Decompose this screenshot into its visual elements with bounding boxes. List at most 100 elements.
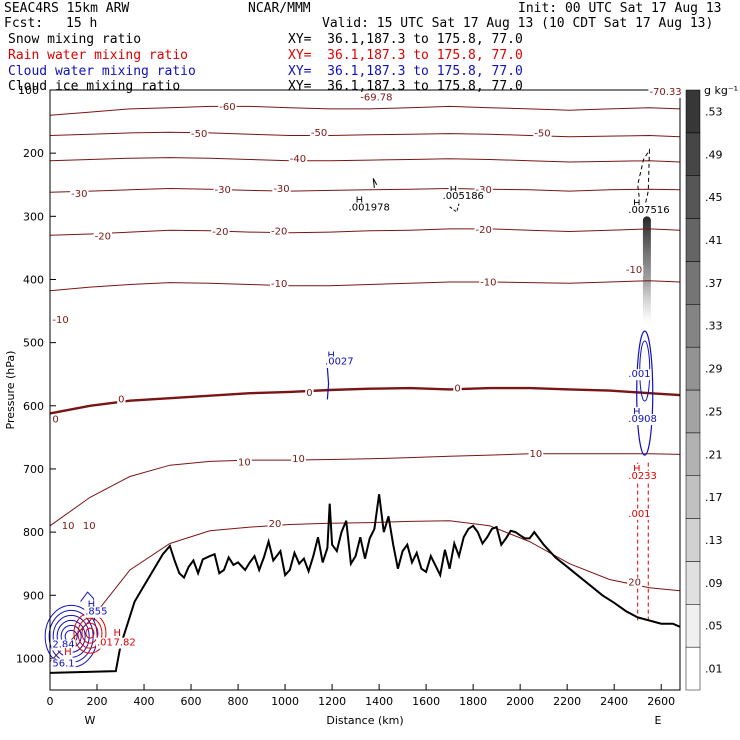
temperature-contour bbox=[49, 453, 681, 527]
y-tick-label: 700 bbox=[23, 463, 44, 476]
contour-label: -10 bbox=[52, 315, 68, 326]
contour-label-background bbox=[627, 470, 658, 482]
x-axis-label: Distance (km) bbox=[326, 714, 403, 727]
x-tick-label: 1200 bbox=[318, 695, 346, 708]
contour-label-background bbox=[96, 637, 114, 649]
contour-label: .005186 bbox=[443, 191, 484, 202]
colorbar-unit: g kg⁻¹ bbox=[704, 84, 738, 97]
contour-label-background bbox=[354, 195, 365, 207]
colorbar-swatch bbox=[685, 261, 701, 305]
colorbar-label: .17 bbox=[705, 491, 723, 504]
contour-label: 10 bbox=[238, 458, 251, 469]
contour-label: -50 bbox=[311, 128, 327, 139]
contour-label-background bbox=[648, 86, 683, 98]
contour-label: H bbox=[327, 350, 335, 361]
x-tick-label: 200 bbox=[87, 695, 108, 708]
contour-label: 0 bbox=[118, 394, 124, 405]
colorbar-swatch bbox=[685, 389, 701, 434]
colorbar-label: .45 bbox=[705, 191, 723, 204]
x-tick-label: 2000 bbox=[506, 695, 534, 708]
contour-label-background bbox=[309, 127, 329, 139]
x-tick-label: 800 bbox=[228, 695, 249, 708]
temperature-contour bbox=[49, 386, 681, 415]
y-tick-label: 400 bbox=[23, 273, 44, 286]
colorbar-swatch bbox=[685, 89, 701, 134]
contour-label-background bbox=[272, 184, 291, 196]
temperature-contour bbox=[49, 228, 681, 236]
contour-label: H bbox=[633, 464, 641, 475]
contour-label-background bbox=[291, 453, 306, 465]
y-tick-label: 600 bbox=[23, 400, 44, 413]
contour-label-background bbox=[70, 189, 89, 201]
contour-label-background bbox=[86, 599, 97, 611]
contour-label: .007516 bbox=[628, 205, 669, 216]
contour-label: -50 bbox=[534, 129, 550, 140]
rain-contour bbox=[81, 622, 99, 644]
x-tick-label: 1800 bbox=[459, 695, 487, 708]
contour-label-background bbox=[211, 227, 230, 239]
contour-label: -10 bbox=[271, 279, 287, 290]
contour-label: 10 bbox=[62, 521, 75, 532]
field-xy-cloud-water: XY= 36.1,187.3 to 175.8, 77.0 bbox=[288, 64, 523, 79]
contour-label-background bbox=[347, 202, 391, 214]
contour-label-background bbox=[528, 448, 544, 460]
contour-label: 7.82 bbox=[113, 638, 135, 649]
y-tick-label: 800 bbox=[23, 526, 44, 539]
forecast-hour: 15 h bbox=[66, 16, 98, 31]
contour-label-background bbox=[218, 102, 237, 114]
contour-label: H bbox=[64, 647, 72, 658]
contour-label-background bbox=[533, 128, 552, 140]
field-xy-snow: XY= 36.1,187.3 to 175.8, 77.0 bbox=[288, 32, 523, 47]
contour-label-background bbox=[359, 92, 394, 104]
contour-label-background bbox=[267, 518, 283, 530]
contour-label: .01 bbox=[97, 638, 113, 649]
contour-label: .001 bbox=[628, 369, 650, 380]
contour-label-background bbox=[112, 628, 123, 640]
rain-contour bbox=[85, 627, 95, 639]
colorbar-label: .05 bbox=[705, 620, 723, 633]
contour-label: .0908 bbox=[628, 414, 657, 425]
colorbar-swatch bbox=[685, 175, 701, 219]
contour-label: 0 bbox=[52, 415, 58, 426]
y-tick-label: 500 bbox=[23, 337, 44, 350]
colorbar-label: .25 bbox=[705, 405, 723, 418]
field-xy-rain: XY= 36.1,187.3 to 175.8, 77.0 bbox=[288, 48, 523, 63]
contour-label-background bbox=[441, 191, 485, 203]
contour-label-background bbox=[51, 639, 76, 651]
contour-label-background bbox=[448, 184, 459, 196]
contour-label: 2.84 bbox=[52, 640, 74, 651]
contour-label: .855 bbox=[85, 607, 107, 618]
contour-label: H bbox=[88, 600, 96, 611]
contour-label: H bbox=[450, 185, 458, 196]
colorbar-label: .09 bbox=[705, 577, 723, 590]
cloud-ice-contour bbox=[372, 178, 378, 188]
contour-label: H bbox=[356, 196, 364, 207]
colorbar-label: .13 bbox=[705, 534, 723, 547]
contour-label-background bbox=[627, 577, 643, 589]
contour-label-background bbox=[84, 606, 109, 618]
temperature-contour bbox=[49, 131, 681, 138]
contour-label: 10 bbox=[530, 449, 543, 460]
y-tick-label: 300 bbox=[23, 210, 44, 223]
colorbar-swatch bbox=[685, 346, 701, 391]
contour-label: -20 bbox=[95, 232, 111, 243]
contour-label: -30 bbox=[71, 189, 87, 200]
x-tick-label: 400 bbox=[134, 695, 155, 708]
temperature-contour bbox=[49, 187, 681, 193]
contour-label-background bbox=[112, 637, 137, 649]
contour-label: -30 bbox=[215, 185, 231, 196]
contour-label: 20 bbox=[628, 578, 641, 589]
contour-label-background bbox=[288, 153, 308, 165]
contour-label-background bbox=[81, 520, 97, 532]
y-tick-label: 200 bbox=[23, 147, 44, 160]
contour-label-background bbox=[474, 184, 493, 196]
colorbar-swatch bbox=[685, 218, 701, 262]
contour-label: -20 bbox=[271, 226, 287, 237]
y-tick-label: 900 bbox=[23, 589, 44, 602]
contour-label-background bbox=[624, 265, 644, 276]
x-tick-label: 1600 bbox=[412, 695, 440, 708]
field-label-rain: Rain water mixing ratio bbox=[8, 48, 189, 63]
colorbar-swatch bbox=[685, 132, 701, 176]
x-tick-label: 2600 bbox=[647, 695, 675, 708]
